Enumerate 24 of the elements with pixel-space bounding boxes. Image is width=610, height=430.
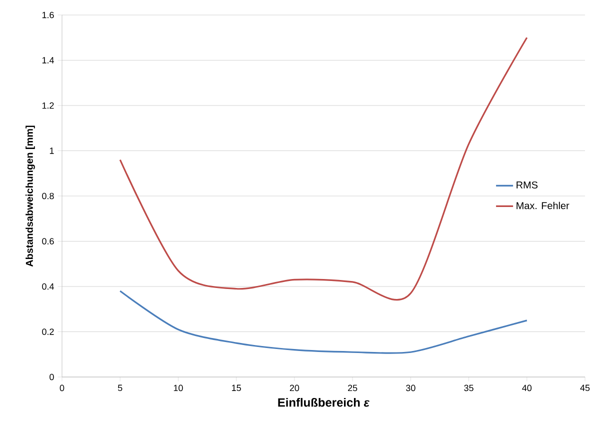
y-tick-label: 1.6 xyxy=(42,12,54,18)
y-tick-label: 0.4 xyxy=(42,283,54,290)
x-tick-label: 40 xyxy=(522,384,532,392)
y-tick-label: 0.6 xyxy=(42,238,54,244)
x-tick-label: 45 xyxy=(580,384,590,392)
x-tick-label: 15 xyxy=(232,384,241,392)
x-tick-label: 35 xyxy=(464,384,474,392)
y-tick-label: 1.4 xyxy=(42,57,54,64)
y-tick-label: 0.8 xyxy=(42,192,54,200)
legend-label: Max. Fehler xyxy=(516,202,570,210)
y-axis-title: Abstandsabweichungen [mm] xyxy=(26,126,35,267)
x-tick-label: 30 xyxy=(406,384,416,392)
legend-label: RMS xyxy=(516,181,538,188)
y-tick-label: 1 xyxy=(50,148,54,154)
y-tick-label: 0.2 xyxy=(42,328,54,335)
x-tick-label: 10 xyxy=(174,384,183,392)
y-tick-label: 1.2 xyxy=(42,102,54,109)
x-tick-label: 20 xyxy=(290,384,300,392)
x-tick-label: 25 xyxy=(348,384,358,392)
x-axis-title: Einflußbereich ε xyxy=(278,398,370,407)
line-series xyxy=(119,290,528,354)
y-tick-label: 0 xyxy=(50,374,54,380)
x-tick-label: 0 xyxy=(60,384,64,392)
x-tick-label: 5 xyxy=(118,384,122,392)
